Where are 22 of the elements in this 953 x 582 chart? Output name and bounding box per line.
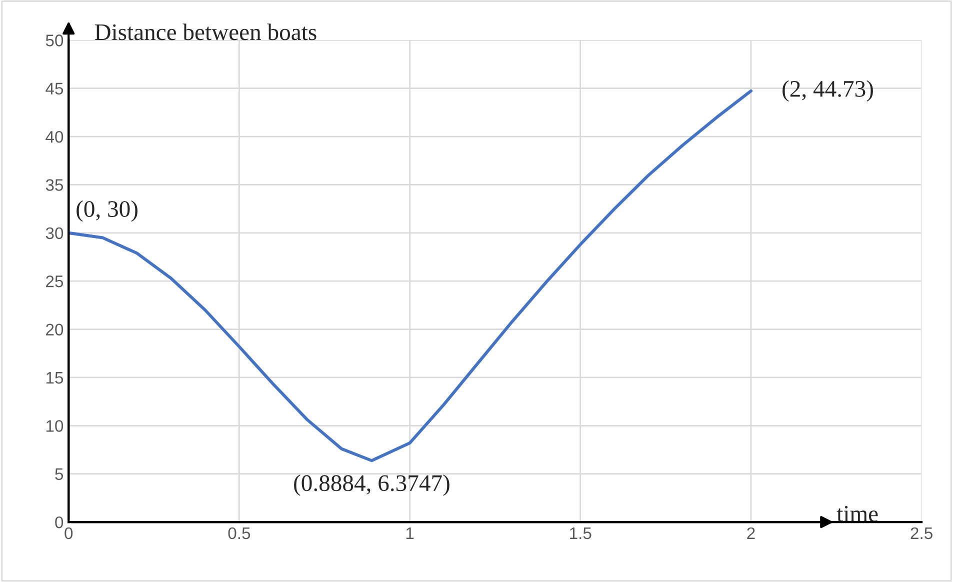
y-tick-label: 50 [46, 34, 64, 46]
x-tick-label: 0.5 [228, 527, 250, 540]
annotation: (0.8884, 6.3747) [294, 474, 450, 496]
y-tick-label: 5 [55, 468, 64, 480]
y-tick-label: 10 [46, 420, 64, 432]
y-tick-label: 0 [55, 516, 64, 528]
y-tick-label: 45 [46, 82, 64, 95]
y-axis-title: Distance between boats [94, 24, 316, 40]
annotation: (0, 30) [76, 200, 138, 222]
y-tick-label: 35 [46, 179, 64, 191]
line-series [68, 89, 752, 462]
x-tick-label: 0 [64, 527, 73, 540]
x-tick-label: 2.5 [910, 527, 932, 540]
y-tick-label: 20 [46, 324, 64, 336]
y-tick-label: 30 [46, 227, 64, 240]
x-tick-label: 1.5 [570, 528, 592, 540]
annotation: (2, 44.73) [782, 80, 873, 102]
y-tick-label: 40 [46, 130, 64, 143]
y-tick-label: 25 [46, 276, 64, 288]
x-tick-label: 1 [406, 528, 414, 539]
y-tick-label: 15 [46, 372, 64, 384]
x-tick-label: 2 [747, 527, 755, 539]
